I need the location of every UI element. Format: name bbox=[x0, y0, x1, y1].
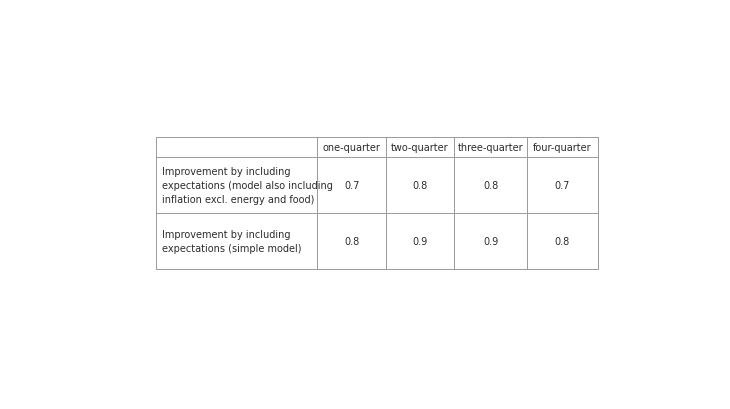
Text: three-quarter: three-quarter bbox=[458, 142, 523, 153]
Text: four-quarter: four-quarter bbox=[533, 142, 591, 153]
Text: 0.9: 0.9 bbox=[412, 236, 428, 247]
Text: 0.7: 0.7 bbox=[555, 181, 570, 191]
Text: Improvement by including
expectations (simple model): Improvement by including expectations (s… bbox=[162, 229, 301, 254]
Text: one-quarter: one-quarter bbox=[323, 142, 380, 153]
Text: Improvement by including
expectations (model also including
inflation excl. ener: Improvement by including expectations (m… bbox=[162, 167, 333, 204]
Text: 0.8: 0.8 bbox=[483, 181, 498, 191]
Text: 0.8: 0.8 bbox=[412, 181, 428, 191]
Text: 0.9: 0.9 bbox=[483, 236, 498, 247]
Text: 0.8: 0.8 bbox=[555, 236, 570, 247]
Text: 0.8: 0.8 bbox=[344, 236, 359, 247]
Text: 0.7: 0.7 bbox=[344, 181, 359, 191]
Text: two-quarter: two-quarter bbox=[391, 142, 449, 153]
